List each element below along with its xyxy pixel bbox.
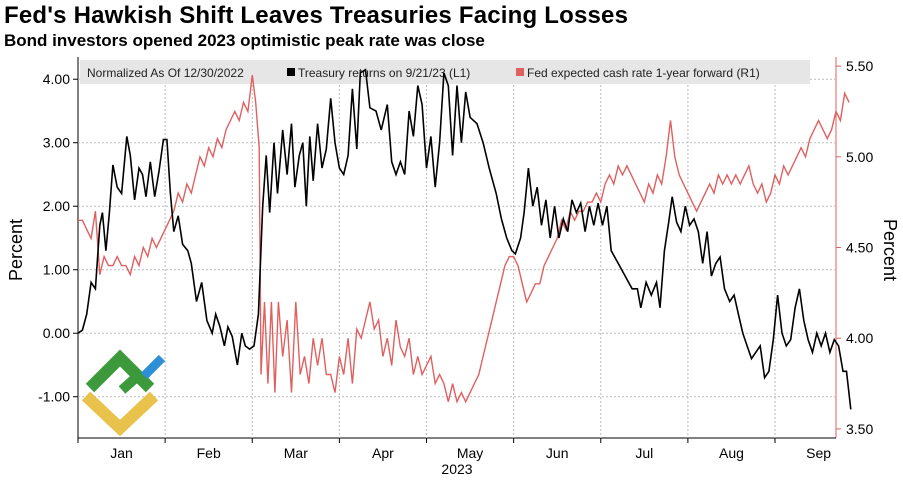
x-tick-label: Aug [719,445,744,461]
chart-subtitle: Bond investors opened 2023 optimistic pe… [4,31,485,50]
x-tick-label: May [457,445,483,461]
y-left-tick-label: 3.00 [43,135,70,151]
x-axis-year-label: 2023 [441,461,472,477]
legend-label-treasury: Treasury returns on 9/21/23 (L1) [298,66,470,80]
left-axis-label: Percent [6,219,26,281]
legend-label-fed: Fed expected cash rate 1-year forward (R… [527,66,760,80]
gridlines [78,78,836,438]
y-right-tick-label: 4.50 [846,240,873,256]
right-axis-label: Percent [880,219,900,281]
series-line-fed-expected-rate [78,75,850,404]
x-axis-ticks: Jan Feb Mar Apr May Jun Jul Aug Sep [77,438,831,461]
y-left-tick-label: 4.00 [43,71,70,87]
y-left-tick-label: 2.00 [43,198,70,214]
chart-title: Fed's Hawkish Shift Leaves Treasuries Fa… [4,2,629,29]
x-tick-label: Sep [806,445,831,461]
y-right-tick-label: 5.50 [846,58,873,74]
x-tick-label: Apr [372,445,394,461]
y-right-tick-label: 3.50 [846,421,873,437]
x-tick-label: Feb [197,445,221,461]
y-right-tick-label: 4.00 [846,330,873,346]
y-right-tick-label: 5.00 [846,149,873,165]
y-left-tick-label: -1.00 [38,389,70,405]
legend-note: Normalized As Of 12/30/2022 [87,66,244,80]
brand-logo [81,349,166,437]
legend-background [80,60,810,84]
x-tick-label: Mar [284,445,308,461]
x-tick-label: Jun [546,445,569,461]
x-tick-label: Jan [110,445,133,461]
left-axis-ticks: 4.00 3.00 2.00 1.00 0.00 -1.00 [38,71,78,405]
y-left-tick-label: 1.00 [43,262,70,278]
right-axis-ticks: 5.50 5.00 4.50 4.00 3.50 [836,58,873,437]
legend-swatch-treasury [287,68,295,76]
x-tick-label: Jul [635,445,653,461]
legend-swatch-fed [516,68,524,76]
y-left-tick-label: 0.00 [43,325,70,341]
series-line-treasury-returns [77,68,852,410]
